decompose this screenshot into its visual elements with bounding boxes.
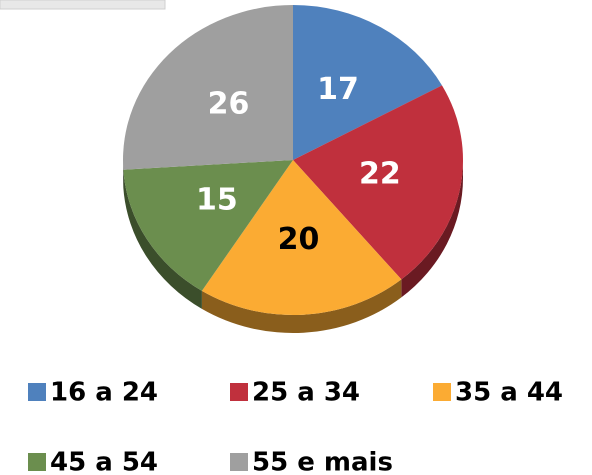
legend-swatch [28, 383, 46, 401]
legend-label: 25 a 34 [252, 378, 360, 408]
legend-swatch [230, 383, 248, 401]
slice-side [123, 169, 202, 309]
legend: 16 a 24 25 a 34 35 a 44 45 a 54 55 e mais [28, 378, 563, 475]
value-labels: 17 22 20 15 26 [196, 72, 401, 257]
legend-swatch [433, 383, 451, 401]
pie-tops [123, 5, 463, 315]
value-label: 15 [196, 183, 238, 218]
value-label: 22 [359, 157, 401, 192]
slice [123, 5, 293, 170]
slice [201, 160, 402, 315]
value-label: 17 [317, 72, 359, 107]
value-label: 26 [208, 86, 250, 121]
legend-label: 16 a 24 [50, 378, 158, 408]
pie-sides [123, 160, 463, 333]
slice-side [401, 160, 463, 298]
value-label: 20 [278, 222, 320, 257]
slice [123, 160, 294, 291]
legend-swatch [230, 453, 248, 471]
legend-label: 55 e mais [252, 448, 393, 475]
frame-edge [0, 0, 166, 10]
slice [293, 5, 442, 160]
legend-label: 45 a 54 [50, 448, 158, 475]
legend-label: 35 a 44 [455, 378, 563, 408]
slice-side [201, 279, 402, 333]
slice [293, 85, 463, 280]
legend-swatch [28, 453, 46, 471]
